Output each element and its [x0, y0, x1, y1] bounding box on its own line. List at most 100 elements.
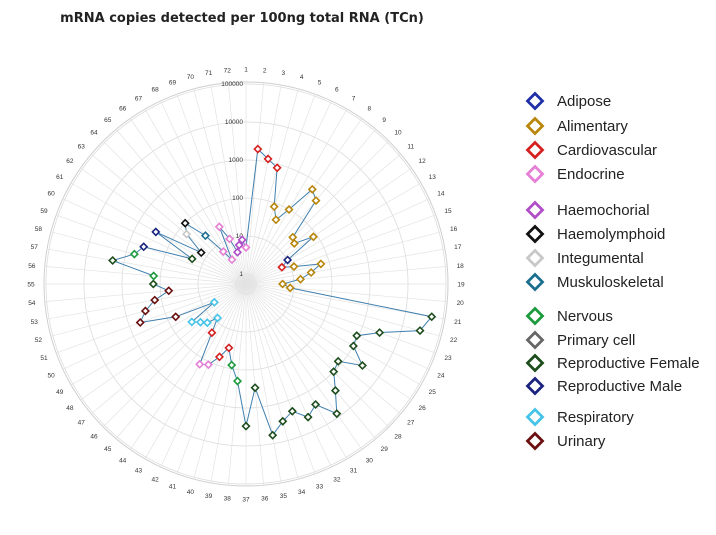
data-point-8: [307, 184, 317, 194]
grid-spoke: [129, 118, 247, 285]
legend-marker-muskuloskeletal: [525, 272, 545, 292]
data-point-7: [284, 204, 294, 215]
grid-spoke: [245, 118, 363, 285]
legend-marker-reproductive-male: [525, 376, 545, 396]
spoke-label: 63: [78, 143, 86, 150]
legend-label-muskuloskeletal: Muskuloskeletal: [557, 274, 664, 291]
data-point-66: [218, 247, 228, 257]
legend-marker-integumental: [525, 248, 545, 268]
legend-label-reproductive-male: Reproductive Male: [557, 378, 682, 395]
ring-label: 100000: [221, 81, 243, 88]
legend-label-nervous: Nervous: [557, 308, 613, 325]
data-point-33: [287, 406, 297, 416]
grid-spoke: [193, 283, 247, 480]
grid-spoke: [160, 283, 247, 468]
grid-spoke: [47, 248, 247, 285]
grid-spoke: [102, 140, 247, 285]
grid-spoke: [245, 283, 390, 428]
spoke-label: 2: [263, 67, 267, 74]
spoke-label: 45: [104, 446, 112, 453]
spoke-label: 60: [48, 191, 56, 198]
grid-spoke: [228, 82, 247, 285]
spoke-label: 4: [300, 74, 304, 81]
legend-label-alimentary: Alimentary: [557, 118, 628, 135]
legend-label-reproductive-female: Reproductive Female: [557, 355, 700, 372]
data-point-15: [289, 262, 299, 272]
data-point-12: [308, 232, 318, 242]
grid-spoke: [245, 100, 332, 285]
spoke-label: 44: [119, 458, 127, 465]
data-point-4: [272, 163, 282, 173]
data-point-14: [277, 262, 287, 272]
grid-spoke: [80, 283, 247, 401]
spoke-label: 10: [394, 129, 402, 136]
legend-marker-alimentary: [525, 116, 545, 136]
legend-label-adipose: Adipose: [557, 93, 611, 110]
data-point-50: [171, 312, 181, 322]
spoke-label: 29: [381, 446, 389, 453]
spoke-label: 12: [419, 158, 427, 165]
data-point-70: [232, 247, 243, 257]
data-point-19: [278, 279, 288, 289]
spoke-label: 52: [35, 337, 43, 344]
data-point-52: [140, 306, 150, 316]
data-point-53: [150, 295, 160, 305]
grid-spoke: [245, 283, 316, 474]
grid-spoke: [245, 283, 363, 450]
spoke-label: 48: [66, 405, 74, 412]
spoke-label: 71: [205, 70, 213, 77]
grid-spoke: [56, 283, 247, 354]
legend-label-cardiovascular: Cardiovascular: [557, 142, 657, 159]
spoke-label: 64: [90, 129, 98, 136]
data-point-71: [234, 240, 244, 250]
spoke-label: 13: [429, 174, 437, 181]
legend-label-urinary: Urinary: [557, 433, 606, 450]
spoke-label: 11: [407, 143, 414, 150]
spoke-label: 37: [242, 497, 250, 504]
grid-spoke: [129, 283, 247, 450]
spoke-label: 61: [56, 174, 64, 181]
legend-marker-urinary: [525, 431, 545, 451]
ring-label: 10000: [225, 119, 243, 126]
spoke-label: 56: [28, 263, 36, 270]
grid-spoke: [115, 283, 247, 439]
radar-grid: [43, 81, 449, 487]
spoke-label: 58: [35, 226, 43, 233]
grid-spoke: [50, 231, 247, 285]
spoke-label: 17: [454, 244, 462, 251]
spoke-label: 19: [457, 282, 465, 289]
spoke-label: 68: [152, 87, 160, 94]
spoke-label: 18: [457, 263, 465, 270]
data-point-29: [330, 386, 340, 396]
data-point-39: [227, 360, 237, 370]
grid-spoke: [245, 283, 401, 415]
spoke-label: 5: [318, 79, 322, 86]
grid-spoke: [44, 283, 247, 302]
spoke-label: 24: [437, 372, 445, 379]
legend-marker-reproductive-female: [525, 353, 545, 373]
grid-spoke: [115, 129, 247, 285]
spoke-label: 41: [169, 484, 177, 491]
data-point-51: [135, 317, 145, 328]
data-point-54: [164, 286, 174, 296]
data-point-22: [415, 326, 425, 336]
data-point-59: [139, 242, 149, 252]
spoke-label: 39: [205, 493, 213, 500]
grid-spoke: [245, 108, 348, 285]
data-point-34: [278, 416, 288, 426]
spoke-label: 69: [169, 79, 177, 86]
data-point-26: [357, 360, 367, 371]
data-point-67: [227, 255, 237, 265]
spoke-label: 1: [244, 67, 248, 74]
grid-spoke: [245, 82, 264, 285]
grid-spoke: [245, 140, 390, 285]
data-point-42: [203, 360, 213, 370]
data-point-38: [232, 376, 243, 386]
data-point-68: [214, 222, 224, 232]
legend-marker-respiratory: [525, 407, 545, 427]
grid-spoke: [245, 88, 299, 285]
grid-spoke: [245, 198, 430, 285]
legend-marker-adipose: [525, 91, 545, 111]
data-point-40: [224, 343, 234, 353]
spoke-label: 51: [40, 355, 48, 362]
